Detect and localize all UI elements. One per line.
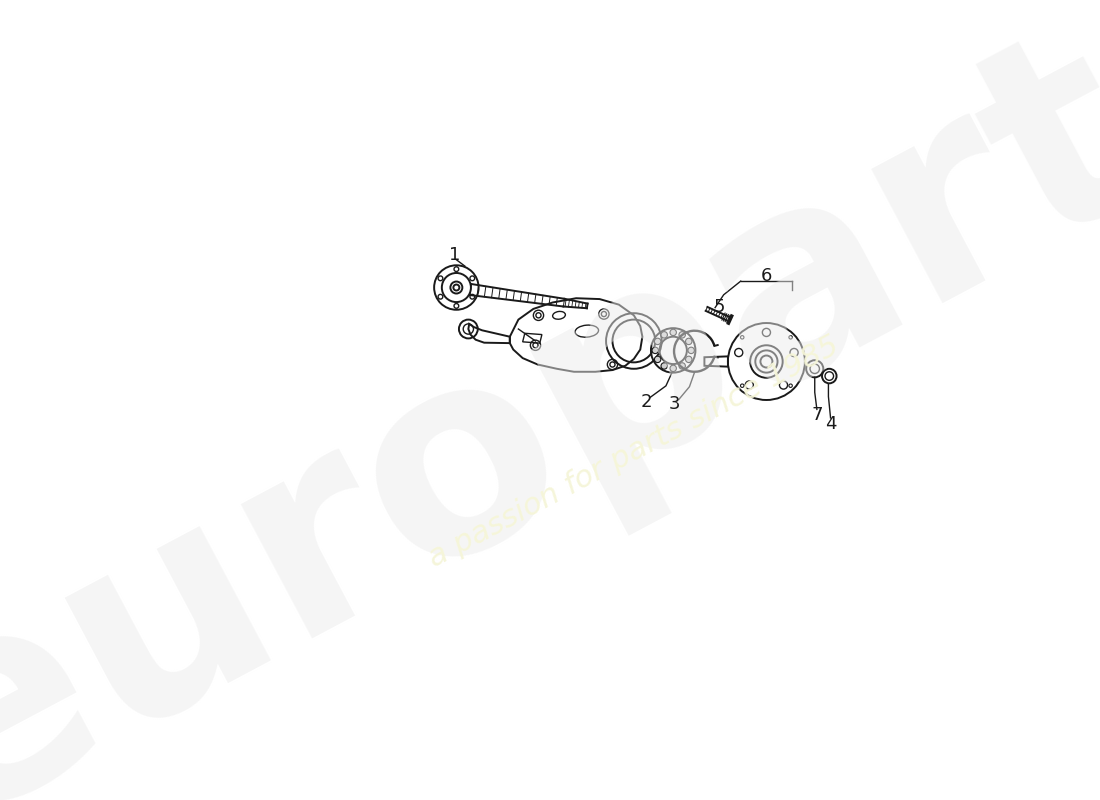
Circle shape bbox=[661, 362, 668, 369]
Text: 6: 6 bbox=[761, 267, 772, 285]
Circle shape bbox=[688, 347, 694, 354]
Text: 2: 2 bbox=[641, 393, 652, 410]
Circle shape bbox=[652, 347, 659, 354]
Circle shape bbox=[679, 332, 685, 338]
Circle shape bbox=[679, 362, 685, 369]
Circle shape bbox=[654, 356, 661, 362]
Text: 1: 1 bbox=[450, 246, 461, 265]
Text: 5: 5 bbox=[714, 298, 725, 316]
Circle shape bbox=[670, 330, 676, 336]
Text: a passion for parts since 1985: a passion for parts since 1985 bbox=[424, 331, 844, 573]
Circle shape bbox=[654, 338, 661, 345]
Text: 4: 4 bbox=[825, 415, 836, 434]
Circle shape bbox=[661, 332, 668, 338]
Text: 3: 3 bbox=[669, 395, 680, 413]
Circle shape bbox=[685, 356, 692, 362]
Circle shape bbox=[670, 365, 676, 371]
Circle shape bbox=[685, 338, 692, 345]
Text: 7: 7 bbox=[811, 406, 823, 423]
